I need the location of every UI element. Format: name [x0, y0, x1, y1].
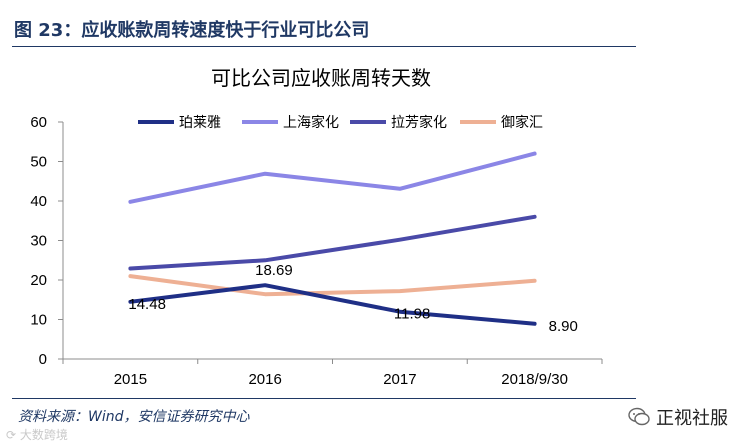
source-note: 资料来源：Wind，安信证券研究中心 [18, 409, 250, 425]
watermark-icon: ⟳ [6, 428, 17, 442]
legend-label: 上海家化 [283, 114, 339, 131]
series-line [128, 283, 537, 326]
x-tick-label: 2015 [114, 371, 147, 388]
legend-label: 御家汇 [501, 114, 543, 131]
wechat-icon [628, 407, 650, 426]
legend-label: 珀莱雅 [179, 115, 221, 131]
data-label: 11.98 [394, 306, 430, 323]
series-line [128, 151, 537, 204]
watermark: ⟳ 大数跨境 [6, 426, 68, 443]
y-tick-label: 10 [30, 312, 47, 329]
series-line [128, 214, 537, 271]
x-tick-label: 2017 [383, 371, 416, 388]
legend-label: 拉芳家化 [391, 114, 447, 131]
y-tick-label: 40 [30, 193, 47, 210]
y-tick-label: 20 [30, 272, 47, 289]
x-tick-label: 2018/9/30 [501, 371, 568, 388]
footer-rule [12, 398, 636, 399]
chart-title: 可比公司应收账周转天数 [211, 66, 431, 90]
data-label: 8.90 [549, 318, 578, 335]
brand: 正视社服 [628, 404, 728, 430]
watermark-text: 大数跨境 [19, 428, 68, 442]
data-label: 14.48 [128, 296, 166, 313]
figure-header: 图 23：应收账款周转速度快于行业可比公司 [0, 0, 752, 48]
y-tick-label: 60 [30, 114, 47, 131]
y-tick-label: 0 [39, 351, 47, 368]
header-rule [12, 46, 636, 47]
series-line [128, 274, 537, 297]
brand-name: 正视社服 [656, 408, 728, 429]
y-tick-label: 50 [30, 154, 47, 171]
data-label: 18.69 [255, 262, 293, 279]
figure-title: 图 23：应收账款周转速度快于行业可比公司 [14, 20, 370, 41]
x-tick-label: 2016 [248, 371, 281, 388]
y-tick-label: 30 [30, 233, 47, 250]
